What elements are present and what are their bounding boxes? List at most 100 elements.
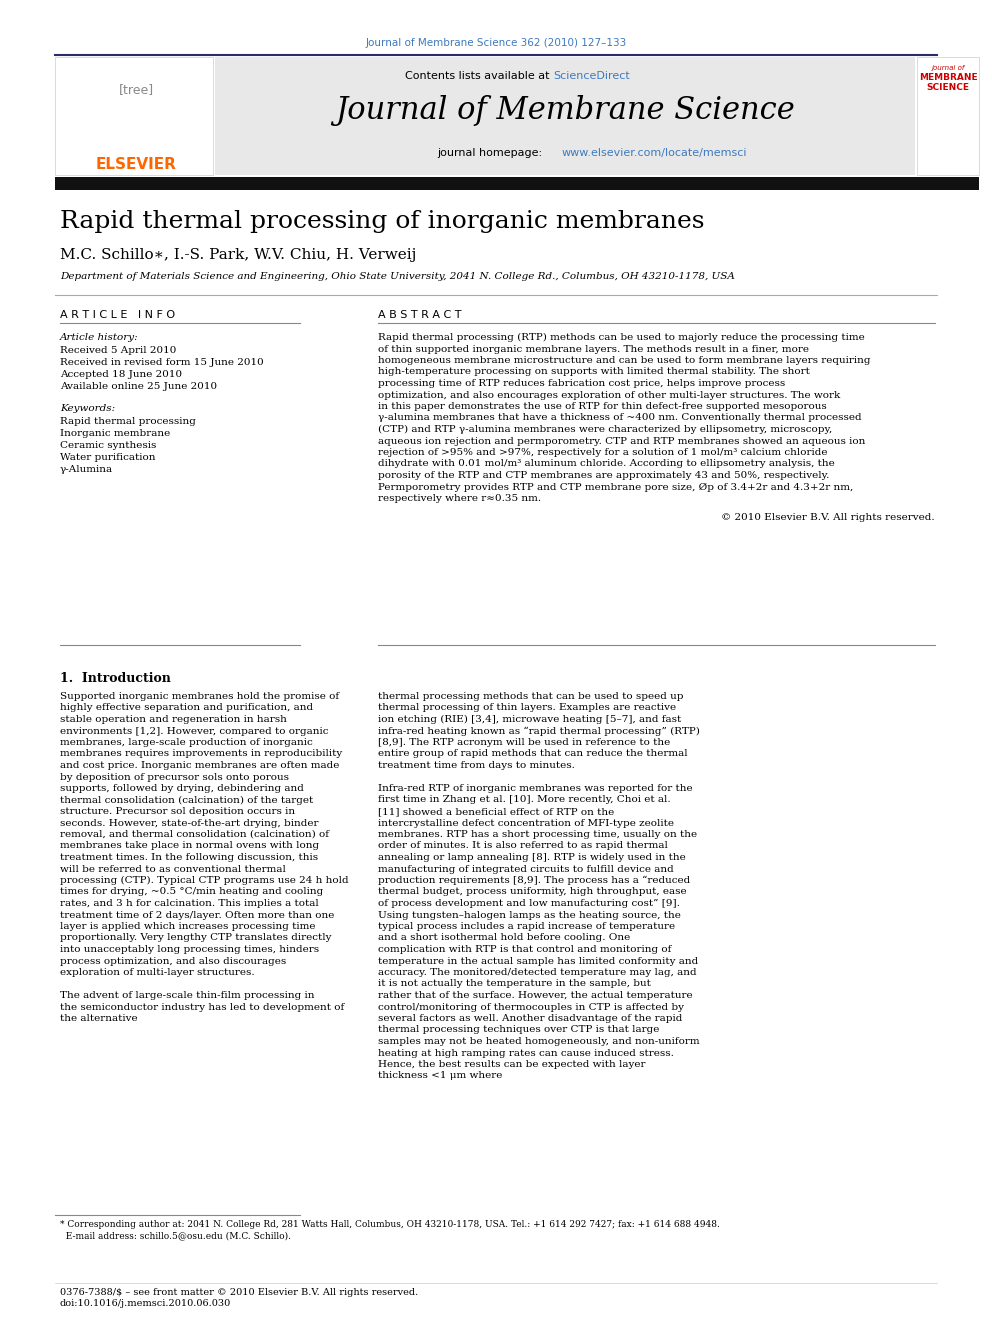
- Text: 0376-7388/$ – see front matter © 2010 Elsevier B.V. All rights reserved.: 0376-7388/$ – see front matter © 2010 El…: [60, 1289, 419, 1297]
- Text: journal homepage:: journal homepage:: [437, 148, 546, 157]
- Text: first time in Zhang et al. [10]. More recently, Choi et al.: first time in Zhang et al. [10]. More re…: [378, 795, 671, 804]
- Text: treatment time from days to minutes.: treatment time from days to minutes.: [378, 761, 575, 770]
- Text: The advent of large-scale thin-film processing in: The advent of large-scale thin-film proc…: [60, 991, 314, 1000]
- Text: Available online 25 June 2010: Available online 25 June 2010: [60, 382, 217, 392]
- Text: intercrystalline defect concentration of MFI-type zeolite: intercrystalline defect concentration of…: [378, 819, 674, 827]
- Text: structure. Precursor sol deposition occurs in: structure. Precursor sol deposition occu…: [60, 807, 296, 816]
- Text: process optimization, and also discourages: process optimization, and also discourag…: [60, 957, 287, 966]
- Text: temperature in the actual sample has limited conformity and: temperature in the actual sample has lim…: [378, 957, 698, 966]
- Text: processing (CTP). Typical CTP programs use 24 h hold: processing (CTP). Typical CTP programs u…: [60, 876, 348, 885]
- Text: entire group of rapid methods that can reduce the thermal: entire group of rapid methods that can r…: [378, 750, 687, 758]
- FancyBboxPatch shape: [55, 177, 979, 191]
- Text: 1.  Introduction: 1. Introduction: [60, 672, 171, 685]
- Text: Contents lists available at: Contents lists available at: [405, 71, 553, 81]
- Text: A B S T R A C T: A B S T R A C T: [378, 310, 461, 320]
- Text: thermal consolidation (calcination) of the target: thermal consolidation (calcination) of t…: [60, 795, 313, 804]
- Text: Received 5 April 2010: Received 5 April 2010: [60, 347, 177, 355]
- Text: layer is applied which increases processing time: layer is applied which increases process…: [60, 922, 315, 931]
- Text: treatment times. In the following discussion, this: treatment times. In the following discus…: [60, 853, 318, 863]
- Text: removal, and thermal consolidation (calcination) of: removal, and thermal consolidation (calc…: [60, 830, 329, 839]
- Text: exploration of multi-layer structures.: exploration of multi-layer structures.: [60, 968, 255, 976]
- Text: Water purification: Water purification: [60, 452, 156, 462]
- Text: several factors as well. Another disadvantage of the rapid: several factors as well. Another disadva…: [378, 1013, 682, 1023]
- Text: and cost price. Inorganic membranes are often made: and cost price. Inorganic membranes are …: [60, 761, 339, 770]
- Text: thermal processing techniques over CTP is that large: thermal processing techniques over CTP i…: [378, 1025, 660, 1035]
- Text: aqueous ion rejection and permporometry. CTP and RTP membranes showed an aqueous: aqueous ion rejection and permporometry.…: [378, 437, 865, 446]
- Text: times for drying, ~0.5 °C/min heating and cooling: times for drying, ~0.5 °C/min heating an…: [60, 888, 323, 897]
- Text: thickness <1 μm where: thickness <1 μm where: [378, 1072, 502, 1081]
- Text: rates, and 3 h for calcination. This implies a total: rates, and 3 h for calcination. This imp…: [60, 900, 318, 908]
- FancyBboxPatch shape: [917, 57, 979, 175]
- Text: homogeneous membrane microstructure and can be used to form membrane layers requ: homogeneous membrane microstructure and …: [378, 356, 871, 365]
- Text: supports, followed by drying, debindering and: supports, followed by drying, debinderin…: [60, 785, 304, 792]
- Text: Journal of Membrane Science 362 (2010) 127–133: Journal of Membrane Science 362 (2010) 1…: [365, 38, 627, 48]
- Text: membranes take place in normal ovens with long: membranes take place in normal ovens wit…: [60, 841, 319, 851]
- Text: proportionally. Very lengthy CTP translates directly: proportionally. Very lengthy CTP transla…: [60, 934, 331, 942]
- Text: membranes requires improvements in reproducibility: membranes requires improvements in repro…: [60, 750, 342, 758]
- Text: ELSEVIER: ELSEVIER: [95, 157, 177, 172]
- Text: it is not actually the temperature in the sample, but: it is not actually the temperature in th…: [378, 979, 651, 988]
- Text: into unacceptably long processing times, hinders: into unacceptably long processing times,…: [60, 945, 319, 954]
- Text: γ-Alumina: γ-Alumina: [60, 464, 113, 474]
- Text: the alternative: the alternative: [60, 1013, 138, 1023]
- Text: of process development and low manufacturing cost” [9].: of process development and low manufactu…: [378, 900, 680, 908]
- Text: [11] showed a beneficial effect of RTP on the: [11] showed a beneficial effect of RTP o…: [378, 807, 614, 816]
- Text: heating at high ramping rates can cause induced stress.: heating at high ramping rates can cause …: [378, 1049, 674, 1057]
- Text: by deposition of precursor sols onto porous: by deposition of precursor sols onto por…: [60, 773, 289, 782]
- Text: Article history:: Article history:: [60, 333, 139, 343]
- Text: infra-red heating known as “rapid thermal processing” (RTP): infra-red heating known as “rapid therma…: [378, 726, 700, 736]
- Text: Received in revised form 15 June 2010: Received in revised form 15 June 2010: [60, 359, 264, 366]
- Text: Accepted 18 June 2010: Accepted 18 June 2010: [60, 370, 183, 378]
- Text: Rapid thermal processing: Rapid thermal processing: [60, 417, 195, 426]
- Text: dihydrate with 0.01 mol/m³ aluminum chloride. According to ellipsometry analysis: dihydrate with 0.01 mol/m³ aluminum chlo…: [378, 459, 834, 468]
- Text: control/monitoring of thermocouples in CTP is affected by: control/monitoring of thermocouples in C…: [378, 1003, 684, 1012]
- Text: in this paper demonstrates the use of RTP for thin defect-free supported mesopor: in this paper demonstrates the use of RT…: [378, 402, 826, 411]
- Text: E-mail address: schillo.5@osu.edu (M.C. Schillo).: E-mail address: schillo.5@osu.edu (M.C. …: [60, 1230, 291, 1240]
- Text: membranes, large-scale production of inorganic: membranes, large-scale production of ino…: [60, 738, 312, 747]
- Text: high-temperature processing on supports with limited thermal stability. The shor: high-temperature processing on supports …: [378, 368, 809, 377]
- Text: rejection of >95% and >97%, respectively for a solution of 1 mol/m³ calcium chlo: rejection of >95% and >97%, respectively…: [378, 448, 827, 456]
- Text: annealing or lamp annealing [8]. RTP is widely used in the: annealing or lamp annealing [8]. RTP is …: [378, 853, 685, 863]
- Text: production requirements [8,9]. The process has a “reduced: production requirements [8,9]. The proce…: [378, 876, 690, 885]
- Text: processing time of RTP reduces fabrication cost price, helps improve process: processing time of RTP reduces fabricati…: [378, 378, 786, 388]
- Text: journal of: journal of: [931, 65, 964, 71]
- Text: Rapid thermal processing of inorganic membranes: Rapid thermal processing of inorganic me…: [60, 210, 704, 233]
- Text: respectively where r≈0.35 nm.: respectively where r≈0.35 nm.: [378, 493, 541, 503]
- Text: * Corresponding author at: 2041 N. College Rd, 281 Watts Hall, Columbus, OH 4321: * Corresponding author at: 2041 N. Colle…: [60, 1220, 720, 1229]
- Text: Rapid thermal processing (RTP) methods can be used to majorly reduce the process: Rapid thermal processing (RTP) methods c…: [378, 333, 865, 343]
- Text: and a short isothermal hold before cooling. One: and a short isothermal hold before cooli…: [378, 934, 630, 942]
- Text: rather that of the surface. However, the actual temperature: rather that of the surface. However, the…: [378, 991, 692, 1000]
- Text: optimization, and also encourages exploration of other multi-layer structures. T: optimization, and also encourages explor…: [378, 390, 840, 400]
- Text: Inorganic membrane: Inorganic membrane: [60, 429, 171, 438]
- Text: M.C. Schillo∗, I.-S. Park, W.V. Chiu, H. Verweij: M.C. Schillo∗, I.-S. Park, W.V. Chiu, H.…: [60, 247, 417, 262]
- Text: Permporometry provides RTP and CTP membrane pore size, Øp of 3.4+2r and 4.3+2r n: Permporometry provides RTP and CTP membr…: [378, 483, 853, 492]
- Text: treatment time of 2 days/layer. Often more than one: treatment time of 2 days/layer. Often mo…: [60, 910, 334, 919]
- Text: highly effective separation and purification, and: highly effective separation and purifica…: [60, 704, 313, 713]
- Text: typical process includes a rapid increase of temperature: typical process includes a rapid increas…: [378, 922, 676, 931]
- Text: porosity of the RTP and CTP membranes are approximately 43 and 50%, respectively: porosity of the RTP and CTP membranes ar…: [378, 471, 829, 480]
- Text: samples may not be heated homogeneously, and non-uniform: samples may not be heated homogeneously,…: [378, 1037, 699, 1046]
- Text: stable operation and regeneration in harsh: stable operation and regeneration in har…: [60, 714, 287, 724]
- Text: doi:10.1016/j.memsci.2010.06.030: doi:10.1016/j.memsci.2010.06.030: [60, 1299, 231, 1308]
- Text: the semiconductor industry has led to development of: the semiconductor industry has led to de…: [60, 1003, 344, 1012]
- Text: SCIENCE: SCIENCE: [927, 83, 969, 93]
- Text: of thin supported inorganic membrane layers. The methods result in a finer, more: of thin supported inorganic membrane lay…: [378, 344, 809, 353]
- Text: (CTP) and RTP γ-alumina membranes were characterized by ellipsometry, microscopy: (CTP) and RTP γ-alumina membranes were c…: [378, 425, 832, 434]
- Text: γ-alumina membranes that have a thickness of ~400 nm. Conventionally thermal pro: γ-alumina membranes that have a thicknes…: [378, 414, 862, 422]
- Text: thermal processing methods that can be used to speed up: thermal processing methods that can be u…: [378, 692, 683, 701]
- Text: MEMBRANE: MEMBRANE: [919, 73, 977, 82]
- Text: ion etching (RIE) [3,4], microwave heating [5–7], and fast: ion etching (RIE) [3,4], microwave heati…: [378, 714, 682, 724]
- Text: thermal processing of thin layers. Examples are reactive: thermal processing of thin layers. Examp…: [378, 704, 677, 713]
- FancyBboxPatch shape: [215, 57, 915, 175]
- Text: seconds. However, state-of-the-art drying, binder: seconds. However, state-of-the-art dryin…: [60, 819, 318, 827]
- Text: accuracy. The monitored/detected temperature may lag, and: accuracy. The monitored/detected tempera…: [378, 968, 696, 976]
- Text: thermal budget, process uniformity, high throughput, ease: thermal budget, process uniformity, high…: [378, 888, 686, 897]
- Text: Ceramic synthesis: Ceramic synthesis: [60, 441, 157, 450]
- Text: A R T I C L E   I N F O: A R T I C L E I N F O: [60, 310, 176, 320]
- Text: Department of Materials Science and Engineering, Ohio State University, 2041 N. : Department of Materials Science and Engi…: [60, 273, 735, 280]
- Text: Using tungsten–halogen lamps as the heating source, the: Using tungsten–halogen lamps as the heat…: [378, 910, 681, 919]
- Text: manufacturing of integrated circuits to fulfill device and: manufacturing of integrated circuits to …: [378, 864, 674, 873]
- FancyBboxPatch shape: [55, 57, 213, 175]
- Text: Keywords:: Keywords:: [60, 404, 115, 413]
- Text: membranes. RTP has a short processing time, usually on the: membranes. RTP has a short processing ti…: [378, 830, 697, 839]
